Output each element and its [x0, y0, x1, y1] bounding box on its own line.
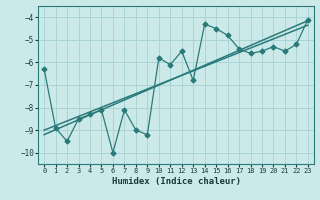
- X-axis label: Humidex (Indice chaleur): Humidex (Indice chaleur): [111, 177, 241, 186]
